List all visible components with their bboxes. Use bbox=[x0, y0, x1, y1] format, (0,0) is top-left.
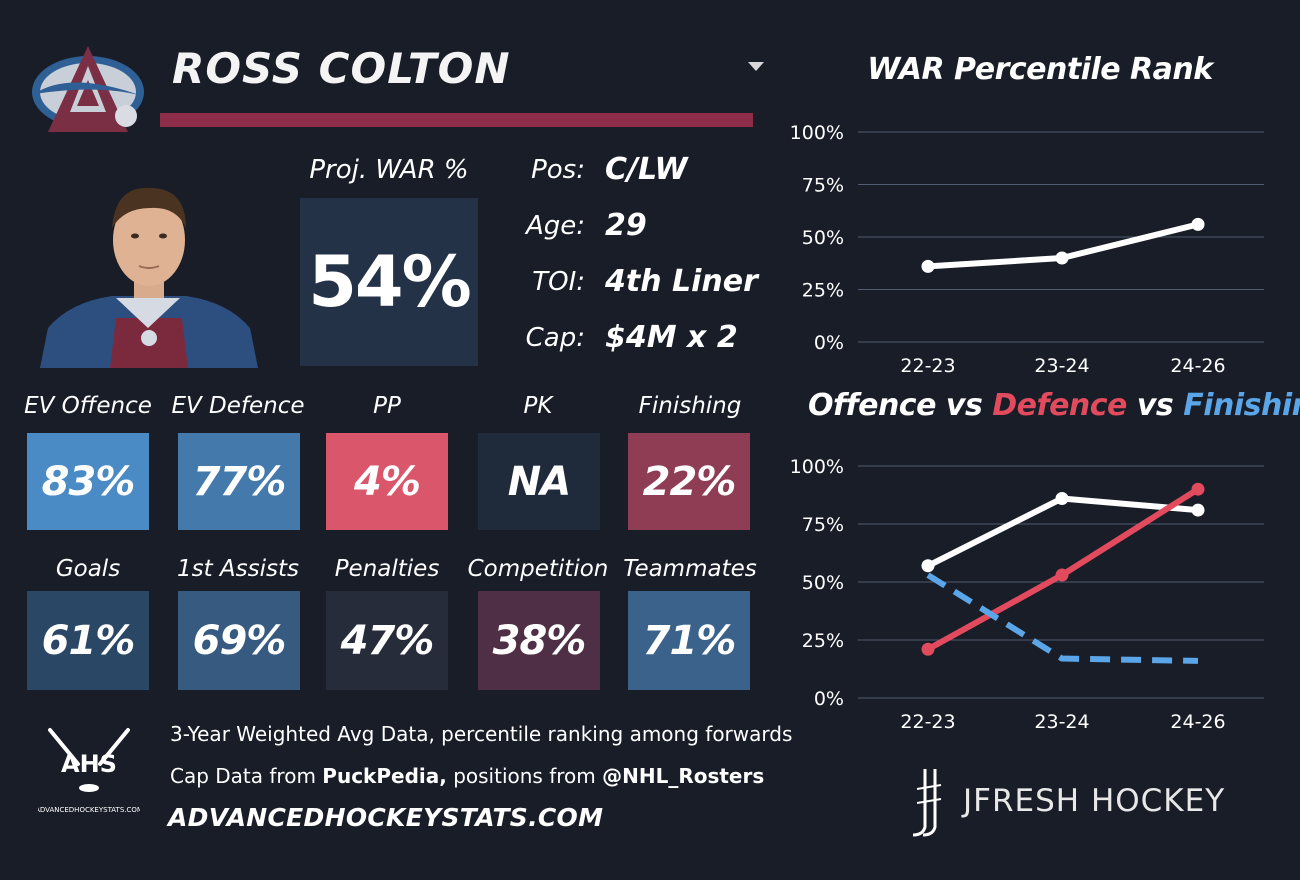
y-tick-label: 0% bbox=[814, 688, 844, 710]
x-tick-label: 23-24 bbox=[1034, 711, 1089, 733]
nhl-rosters-link[interactable]: @NHL_Rosters bbox=[602, 764, 765, 788]
x-tick-label: 24-26 bbox=[1170, 711, 1225, 733]
x-tick-label: 24-26 bbox=[1170, 355, 1225, 377]
series-point-0 bbox=[1055, 491, 1069, 505]
y-tick-label: 100% bbox=[790, 122, 844, 144]
stat-label-pp: PP bbox=[373, 393, 401, 419]
title-vs-1: vs bbox=[935, 388, 993, 423]
stat-label-competition: Competition bbox=[467, 556, 609, 582]
y-tick-label: 25% bbox=[802, 280, 844, 302]
title-defence: Defence bbox=[992, 388, 1127, 423]
stat-box-penalties: 47% bbox=[326, 591, 448, 690]
player-name: ROSS COLTON bbox=[172, 44, 511, 93]
war-label: Proj. WAR % bbox=[309, 155, 469, 185]
info-value-pos: C/LW bbox=[605, 152, 688, 187]
series-point-1 bbox=[1191, 482, 1205, 496]
team-logo bbox=[32, 46, 144, 132]
series-point-1 bbox=[1055, 568, 1069, 582]
stat-box-1st-assists: 69% bbox=[178, 591, 300, 690]
series-point-0 bbox=[1191, 503, 1205, 517]
series-line-2 bbox=[926, 572, 1199, 664]
stat-label-teammates: Teammates bbox=[623, 556, 757, 582]
jfresh-brand-text: JFRESH HOCKEY bbox=[961, 783, 1225, 819]
stat-box-pp: 4% bbox=[326, 433, 448, 530]
ahs-logo-small-text: ADVANCEDHOCKEYSTATS.COM bbox=[38, 806, 140, 814]
y-tick-label: 75% bbox=[802, 514, 844, 536]
ahs-logo: AHS ADVANCEDHOCKEYSTATS.COM bbox=[38, 728, 140, 814]
puckpedia-link[interactable]: PuckPedia, bbox=[322, 764, 447, 788]
footer-cap-text: Cap Data from bbox=[170, 764, 323, 788]
stat-label-ev-defence: EV Defence bbox=[171, 393, 305, 419]
info-label-cap: Cap: bbox=[525, 323, 585, 353]
series-point-0 bbox=[1055, 251, 1069, 265]
stat-label-ev-offence: EV Offence bbox=[24, 393, 152, 419]
y-tick-label: 50% bbox=[802, 572, 844, 594]
info-value-toi: 4th Liner bbox=[605, 264, 758, 299]
info-value-age: 29 bbox=[605, 208, 647, 243]
y-tick-label: 0% bbox=[814, 332, 844, 354]
x-tick-label: 22-23 bbox=[900, 355, 955, 377]
y-tick-label: 50% bbox=[802, 227, 844, 249]
stat-label-pk: PK bbox=[523, 393, 553, 419]
war-percentile-chart: 0% 25% 50% 75% 100% 22-23 23-24 24-26 bbox=[790, 122, 1264, 377]
stat-box-ev-offence: 83% bbox=[27, 433, 149, 530]
stat-label-penalties: Penalties bbox=[334, 556, 440, 582]
title-offence: Offence bbox=[808, 388, 936, 423]
series-point-0 bbox=[1191, 217, 1205, 231]
ahs-logo-text: AHS bbox=[61, 750, 117, 778]
name-underline bbox=[160, 113, 753, 127]
stat-label-1st-assists: 1st Assists bbox=[176, 556, 300, 582]
y-tick-label: 25% bbox=[802, 630, 844, 652]
stat-box-pk: NA bbox=[478, 433, 600, 530]
stat-box-finishing: 22% bbox=[628, 433, 750, 530]
series-point-1 bbox=[921, 642, 935, 656]
info-label-age: Age: bbox=[525, 211, 585, 241]
title-finishing: Finishing bbox=[1183, 388, 1300, 423]
x-tick-label: 23-24 bbox=[1034, 355, 1089, 377]
stat-box-goals: 61% bbox=[27, 591, 149, 690]
stat-box-competition: 38% bbox=[478, 591, 600, 690]
footer-line2: Cap Data from PuckPedia, positions from … bbox=[170, 764, 764, 788]
footer-line1: 3-Year Weighted Avg Data, percentile ran… bbox=[170, 722, 793, 746]
chevron-down-icon[interactable] bbox=[748, 62, 764, 71]
footer-positions-text: positions from bbox=[446, 764, 603, 788]
info-label-pos: Pos: bbox=[531, 155, 585, 185]
stat-box-teammates: 71% bbox=[628, 591, 750, 690]
x-tick-label: 22-23 bbox=[900, 711, 955, 733]
info-label-toi: TOI: bbox=[532, 267, 585, 297]
title-vs-2: vs bbox=[1126, 388, 1184, 423]
series-point-0 bbox=[921, 559, 935, 573]
war-value: 54% bbox=[300, 198, 478, 366]
stat-label-finishing: Finishing bbox=[638, 393, 742, 419]
info-value-cap: $4M x 2 bbox=[605, 320, 738, 355]
series-line-0 bbox=[926, 495, 1199, 569]
jfresh-logo: JFRESH HOCKEY bbox=[912, 769, 1225, 837]
y-tick-label: 100% bbox=[790, 456, 844, 478]
site-url[interactable]: ADVANCEDHOCKEYSTATS.COM bbox=[168, 803, 604, 832]
series-point-0 bbox=[921, 259, 935, 273]
stat-box-ev-defence: 77% bbox=[178, 433, 300, 530]
y-tick-label: 75% bbox=[802, 175, 844, 197]
stat-label-goals: Goals bbox=[55, 556, 121, 582]
comparison-chart-title: Offence vs Defence vs Finishing bbox=[808, 388, 1300, 423]
player-photo bbox=[40, 187, 258, 368]
war-chart-title: WAR Percentile Rank bbox=[867, 52, 1213, 87]
comparison-chart: 0% 25% 50% 75% 100% 22-23 23-24 24-26 bbox=[790, 456, 1264, 733]
